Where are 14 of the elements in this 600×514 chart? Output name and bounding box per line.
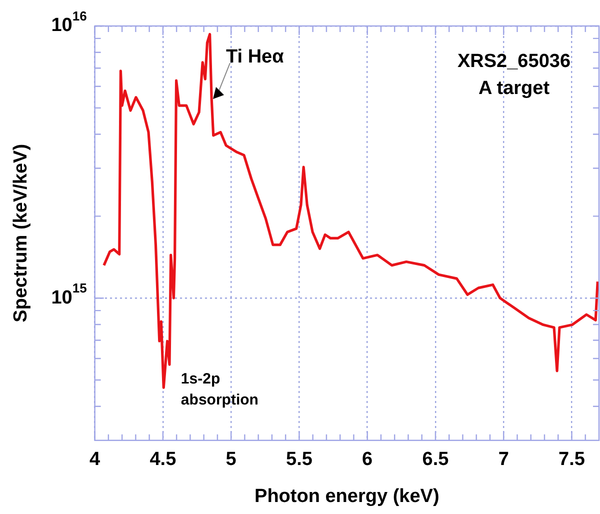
x-tick-label: 4 xyxy=(90,449,101,470)
x-tick-label: 7 xyxy=(498,449,509,470)
annotation: A target xyxy=(478,78,550,100)
x-tick-label: 6 xyxy=(362,449,373,470)
x-tick-label: 5.5 xyxy=(286,449,313,470)
annotation: XRS2_65036 xyxy=(457,51,571,72)
x-tick-label: 6.5 xyxy=(422,449,450,470)
x-axis-title: Photon energy (keV) xyxy=(254,486,440,507)
x-tick-label: 5 xyxy=(226,449,237,470)
x-tick-label: 7.5 xyxy=(558,449,586,470)
annotation: 1s-2p absorption xyxy=(180,370,258,408)
x-tick-label: 4.5 xyxy=(150,449,177,470)
annotation: Ti Heα xyxy=(226,46,284,68)
y-axis-title: Spectrum (keV/keV) xyxy=(10,144,32,322)
